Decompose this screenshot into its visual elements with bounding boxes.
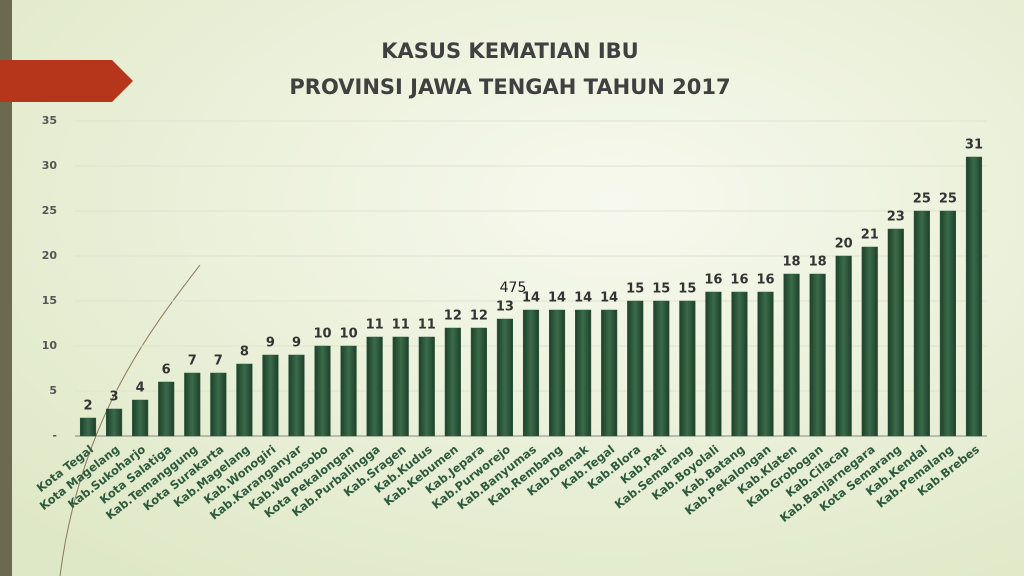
- bar: [496, 318, 514, 437]
- data-label: 12: [444, 309, 462, 324]
- bar: [288, 354, 305, 437]
- bar: [731, 291, 748, 437]
- y-tick-label: -: [52, 429, 57, 442]
- y-tick-label: 5: [49, 384, 57, 397]
- y-tick-label: 10: [42, 339, 58, 352]
- bar: [835, 255, 852, 437]
- data-label: 23: [887, 210, 905, 225]
- data-label: 18: [809, 255, 827, 270]
- data-label: 9: [266, 336, 275, 351]
- bar: [132, 399, 149, 437]
- bar: [470, 327, 487, 437]
- data-label: 8: [240, 345, 249, 360]
- data-label: 18: [783, 255, 801, 270]
- data-label: 3: [110, 390, 119, 405]
- data-label: 14: [522, 291, 540, 306]
- y-tick-label: 25: [42, 204, 57, 217]
- bar: [575, 309, 592, 437]
- data-label: 15: [678, 282, 696, 297]
- data-label: 11: [366, 318, 384, 333]
- data-label: 31: [965, 138, 983, 153]
- bar: [939, 210, 956, 437]
- data-label: 14: [600, 291, 618, 306]
- data-label: 7: [214, 354, 223, 369]
- data-label: 13: [496, 300, 514, 315]
- bar: [236, 363, 253, 437]
- bar: [679, 300, 696, 437]
- bar: [653, 300, 670, 437]
- bar: [314, 345, 331, 437]
- data-label: 14: [548, 291, 566, 306]
- chart-title: KASUS KEMATIAN IBU: [381, 39, 638, 63]
- data-label: 4: [136, 381, 145, 396]
- chart-subtitle: PROVINSI JAWA TENGAH TAHUN 2017: [289, 75, 730, 99]
- bar: [783, 273, 800, 437]
- side-stripe: [0, 0, 12, 576]
- data-label: 16: [704, 273, 722, 288]
- data-label: 11: [418, 318, 436, 333]
- bar: [965, 156, 983, 437]
- bar: [627, 300, 644, 437]
- data-label: 9: [292, 336, 301, 351]
- data-label: 25: [939, 192, 957, 207]
- y-tick-label: 30: [42, 159, 58, 172]
- bar: [522, 309, 540, 437]
- data-label: 2: [84, 399, 93, 414]
- data-label: 21: [861, 228, 879, 243]
- data-label: 10: [340, 327, 358, 342]
- data-label: 12: [470, 309, 488, 324]
- data-label: 25: [913, 192, 931, 207]
- bar: [887, 228, 904, 437]
- bar: [444, 327, 461, 437]
- bar: [210, 372, 227, 437]
- bar: [158, 381, 175, 437]
- data-label: 6: [162, 363, 171, 378]
- bar: [392, 336, 409, 437]
- data-label: 7: [188, 354, 197, 369]
- bar: [79, 417, 97, 437]
- bar: [366, 336, 383, 437]
- data-label: 11: [392, 318, 410, 333]
- arrow-decoration: [0, 60, 133, 102]
- bar: [340, 345, 357, 437]
- data-label: 10: [313, 327, 331, 342]
- bar: [548, 309, 566, 437]
- y-tick-label: 15: [42, 294, 57, 307]
- annotation: 475: [500, 280, 527, 296]
- decor-line: [59, 264, 201, 576]
- bar: [418, 336, 435, 437]
- data-label: 15: [652, 282, 670, 297]
- y-tick-label: 35: [42, 114, 57, 127]
- bar: [601, 309, 618, 437]
- bar: [705, 291, 722, 437]
- bar: [757, 291, 774, 437]
- data-label: 16: [756, 273, 774, 288]
- y-tick-label: 20: [42, 249, 58, 262]
- bar: [809, 273, 826, 437]
- data-label: 14: [574, 291, 592, 306]
- data-label: 16: [730, 273, 748, 288]
- bar: [184, 372, 201, 437]
- data-label: 20: [835, 237, 853, 252]
- bar: [861, 246, 878, 437]
- bar: [106, 408, 123, 437]
- bar: [262, 354, 279, 437]
- data-label: 15: [626, 282, 644, 297]
- bar: [913, 210, 930, 437]
